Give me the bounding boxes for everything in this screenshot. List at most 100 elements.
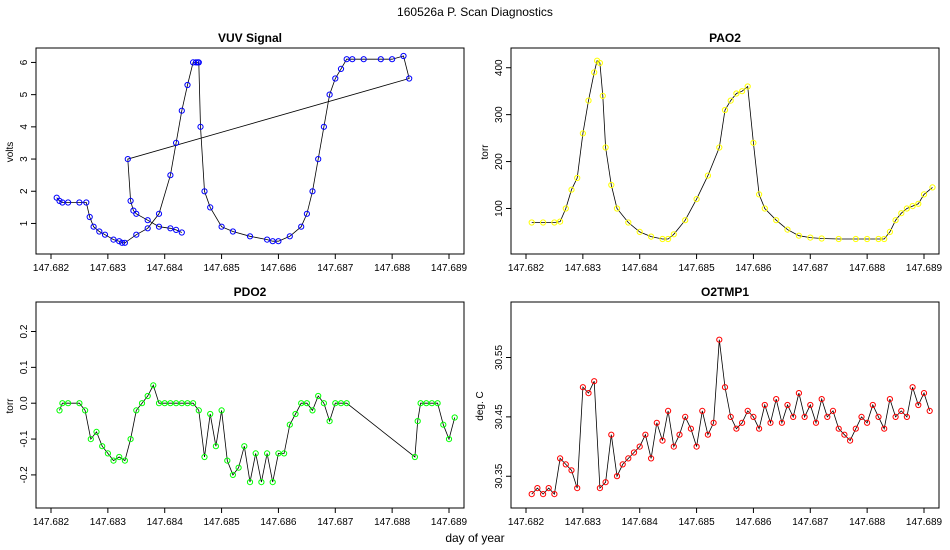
data-point — [721, 106, 729, 114]
data-point — [551, 219, 558, 226]
data-point — [599, 92, 606, 100]
data-point — [298, 223, 305, 230]
data-point — [540, 491, 547, 498]
data-point — [207, 410, 214, 418]
data-point — [178, 400, 185, 407]
data-point — [682, 413, 689, 420]
data-point — [744, 83, 751, 90]
data-point — [881, 425, 888, 432]
data-point — [733, 425, 740, 432]
y-axis-label: torr — [5, 398, 16, 414]
y-tick-label: 200 — [494, 153, 505, 170]
data-point — [144, 392, 151, 400]
x-tick-label: 147.688 — [374, 263, 411, 274]
data-point — [835, 425, 842, 432]
y-tick-label: 1 — [19, 220, 30, 226]
data-point — [389, 56, 396, 63]
data-marks — [56, 382, 458, 486]
x-tick-label: 147.682 — [33, 517, 70, 528]
data-point — [96, 228, 103, 235]
data-point — [144, 217, 151, 224]
data-point — [144, 225, 151, 232]
data-point — [608, 431, 615, 438]
data-point — [619, 461, 626, 468]
plot-frame — [510, 47, 940, 255]
x-tick-label: 147.684 — [147, 517, 184, 528]
data-point — [778, 419, 786, 426]
data-point — [739, 88, 746, 95]
data-point — [275, 450, 282, 457]
data-point — [337, 400, 345, 407]
axes: 147.682 147.683 147.684 147.685 147.686 147.6… — [19, 324, 468, 528]
data-point — [557, 218, 564, 225]
y-tick-label: 4 — [19, 124, 30, 130]
data-point — [756, 191, 763, 198]
data-point — [258, 479, 265, 486]
data-point — [807, 401, 814, 409]
data-point — [252, 450, 259, 457]
data-point — [784, 226, 791, 233]
data-point — [903, 413, 911, 420]
data-point — [773, 396, 780, 403]
data-point — [190, 59, 197, 66]
data-point — [829, 407, 837, 414]
data-point — [636, 228, 643, 235]
x-tick-label: 147.684 — [147, 263, 184, 274]
data-point — [613, 473, 621, 480]
data-point — [551, 491, 558, 498]
y-tick-label: 6 — [19, 59, 30, 65]
x-tick-label: 147.689 — [431, 517, 468, 528]
data-point — [693, 196, 700, 203]
data-point — [269, 479, 276, 486]
data-point — [579, 130, 587, 137]
data-point — [858, 413, 865, 420]
data-point — [167, 172, 174, 179]
panel-pdo2: PDO2 torr 147.682 147.683 147.684 147.685 14… — [5, 285, 468, 528]
data-point — [445, 436, 453, 443]
data-point — [167, 225, 174, 232]
data-point — [127, 436, 134, 443]
data-point — [659, 437, 666, 444]
data-point — [807, 234, 814, 241]
data-point — [528, 219, 535, 226]
data-point — [110, 236, 117, 243]
data-point — [229, 228, 236, 235]
data-point — [65, 199, 72, 206]
y-tick-label: 30.55 — [494, 345, 505, 370]
data-point — [138, 400, 146, 407]
data-point — [197, 123, 204, 130]
data-point — [790, 413, 797, 420]
data-point — [195, 59, 202, 66]
data-point — [744, 407, 751, 414]
data-point — [721, 384, 729, 391]
data-point — [82, 407, 89, 414]
data-marks — [53, 52, 413, 246]
data-point — [852, 235, 859, 243]
data-point — [909, 203, 916, 210]
data-point — [90, 223, 97, 230]
data-point — [76, 199, 83, 206]
data-point — [642, 431, 649, 438]
data-point — [133, 407, 140, 414]
plot-frame — [510, 301, 940, 509]
data-point — [591, 69, 598, 76]
data-point — [332, 400, 339, 407]
data-point — [218, 223, 225, 230]
panel-title: VUV Signal — [218, 31, 282, 45]
plot-frame — [35, 301, 465, 509]
data-point — [704, 431, 712, 438]
x-tick-label: 147.685 — [203, 263, 240, 274]
y-axis-label: deg. C — [475, 391, 486, 420]
x-tick-label: 147.686 — [260, 517, 297, 528]
data-point — [596, 59, 604, 67]
data-point — [292, 410, 299, 418]
data-point — [585, 390, 592, 397]
data-marks — [528, 57, 936, 243]
axes: 147.682 147.683 147.684 147.685 147.686 147.6… — [19, 59, 468, 274]
data-point — [150, 382, 157, 389]
data-point — [841, 431, 848, 438]
x-tick-label: 147.682 — [508, 517, 545, 528]
data-point — [648, 233, 655, 240]
panel-title: O2TMP1 — [701, 285, 749, 299]
